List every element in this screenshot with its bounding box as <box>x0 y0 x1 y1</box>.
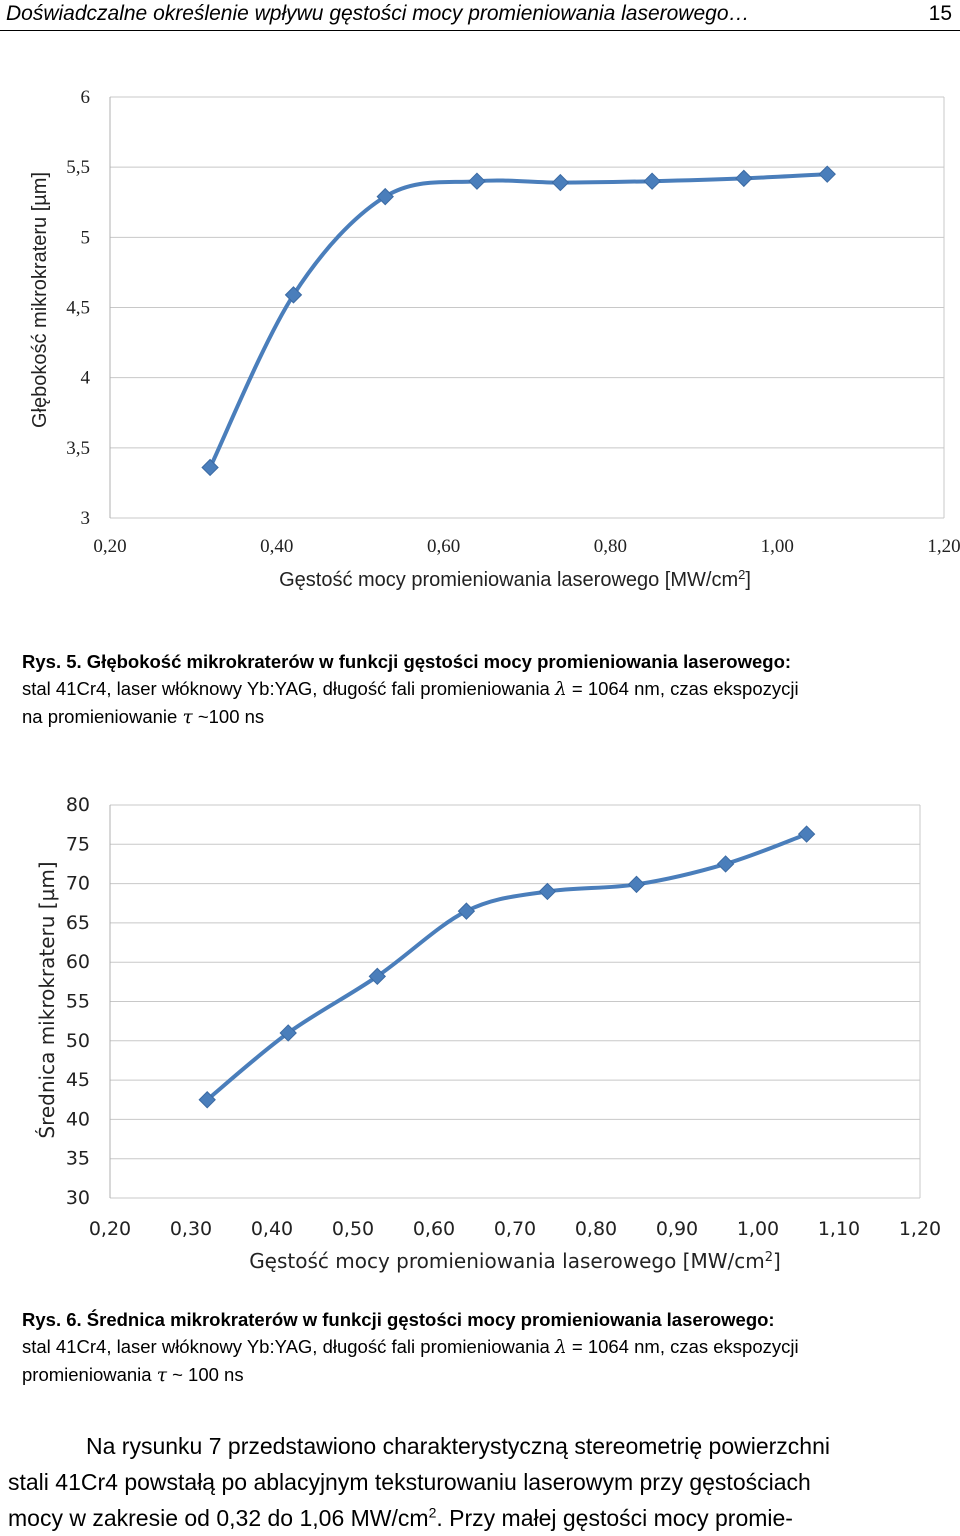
y-tick-label: 45 <box>66 1069 90 1091</box>
chart-depth: 3 3,5 4 4,5 5 5,5 6 0,20 0,40 0,60 0,80 1,00 1,20 Głę… <box>29 87 960 592</box>
caption-fig6: Rys. 6. Średnica mikrokraterów w funkcji… <box>22 1306 940 1389</box>
y-tick-label: 4 <box>81 368 91 389</box>
y-tick-label: 5,5 <box>66 157 90 178</box>
data-point-marker <box>627 875 646 894</box>
y-axis-title: Średnica mikrokrateru [µm] <box>35 861 59 1138</box>
y-tick-label: 5 <box>81 227 91 248</box>
caption-title: Głębokość mikrokraterów w funkcji gęstoś… <box>86 651 792 672</box>
caption-text: promieniowania <box>22 1364 152 1385</box>
x-tick-label: 0,20 <box>93 536 126 557</box>
y-tick-label: 30 <box>66 1187 90 1209</box>
data-point-marker <box>468 172 486 190</box>
data-point-marker <box>735 169 753 188</box>
paragraph-line: stali 41Cr4 powstałą po ablacyjnym tekst… <box>8 1469 811 1495</box>
data-point-marker <box>201 458 219 477</box>
y-tick-label: 75 <box>66 833 90 855</box>
series-line <box>208 172 830 470</box>
x-tick-label: 0,60 <box>413 1218 455 1240</box>
paragraph-line: mocy w zakresie od 0,32 do 1,06 MW/cm <box>8 1505 429 1531</box>
y-tick-label: 40 <box>66 1108 90 1130</box>
tau-symbol: τ <box>182 707 193 728</box>
data-point-marker <box>279 1024 297 1042</box>
x-tick-label: 0,30 <box>170 1218 212 1240</box>
x-tick-label: 1,00 <box>761 536 794 557</box>
superscript: 2 <box>428 1504 437 1521</box>
y-tick-label: 65 <box>66 912 90 934</box>
data-point-marker <box>284 286 303 304</box>
x-tick-label: 0,70 <box>494 1218 536 1240</box>
data-point-marker <box>538 882 557 901</box>
x-tick-label: 0,50 <box>332 1218 374 1240</box>
caption-text: stal 41Cr4, laser włóknowy Yb:YAG, długo… <box>22 1336 550 1357</box>
data-point-marker <box>457 902 476 920</box>
page-number: 15 <box>928 2 952 25</box>
body-paragraph: Na rysunku 7 przedstawiono charakterysty… <box>8 1428 958 1536</box>
x-axis-title-end: ] <box>745 569 751 591</box>
y-tick-label: 4,5 <box>66 298 90 319</box>
x-tick-label: 1,20 <box>899 1218 941 1240</box>
x-axis-title-text: Gęstość mocy promieniowania laserowego [… <box>279 569 738 591</box>
caption-text: = 1064 nm, czas ekspozycji <box>571 678 799 699</box>
running-header: Doświadczalne określenie wpływu gęstości… <box>0 0 960 31</box>
y-tick-label: 3 <box>81 508 91 529</box>
x-tick-label: 0,40 <box>251 1218 293 1240</box>
data-point-marker <box>198 1091 216 1109</box>
x-tick-label: 1,10 <box>818 1218 860 1240</box>
caption-fig5: Rys. 5. Głębokość mikrokraterów w funkcj… <box>22 648 940 731</box>
header-rule <box>0 30 960 31</box>
data-point-marker <box>368 967 387 986</box>
caption-number: Rys. 5. <box>22 651 82 672</box>
paragraph-line: . Przy małej gęstości mocy promie- <box>436 1505 793 1531</box>
caption-text: = 1064 nm, czas ekspozycji <box>571 1336 799 1357</box>
caption-text: stal 41Cr4, laser włóknowy Yb:YAG, długo… <box>22 678 550 699</box>
caption-text: ~ 100 ns <box>172 1364 244 1385</box>
y-tick-label: 60 <box>66 951 90 973</box>
caption-number: Rys. 6. <box>22 1309 82 1330</box>
y-tick-label: 70 <box>66 873 90 895</box>
x-tick-label: 0,80 <box>575 1218 617 1240</box>
x-tick-label: 0,40 <box>260 536 293 557</box>
running-header-title: Doświadczalne określenie wpływu gęstości… <box>6 2 750 25</box>
lambda-symbol: λ <box>555 1337 567 1358</box>
x-tick-label: 1,20 <box>927 536 960 557</box>
y-tick-label: 3,5 <box>66 438 90 459</box>
data-point-marker <box>716 855 735 873</box>
caption-title: Średnica mikrokraterów w funkcji gęstośc… <box>86 1309 775 1330</box>
y-tick-label: 55 <box>66 991 90 1013</box>
paragraph-line: Na rysunku 7 przedstawiono charakterysty… <box>86 1433 830 1459</box>
data-point-marker <box>643 172 661 190</box>
y-tick-label: 80 <box>66 794 90 816</box>
caption-text: na promieniowanie <box>22 706 178 727</box>
y-tick-label: 50 <box>66 1030 90 1052</box>
x-axis-title-text: Gęstość mocy promieniowania laserowego [… <box>249 1249 765 1273</box>
data-point-marker <box>376 187 394 206</box>
x-tick-label: 0,90 <box>656 1218 698 1240</box>
x-tick-label: 0,60 <box>427 536 460 557</box>
x-axis-title-superscript: 2 <box>765 1250 773 1265</box>
chart-diameter: 30 35 40 45 50 55 60 65 70 75 80 0,20 0,30 0,40 0,50 0,… <box>35 794 941 1273</box>
x-axis-title-superscript: 2 <box>738 567 745 582</box>
x-tick-label: 0,20 <box>89 1218 131 1240</box>
lambda-symbol: λ <box>555 679 567 700</box>
data-point-marker <box>551 173 570 192</box>
data-point-marker <box>818 165 836 183</box>
x-axis-title: Gęstość mocy promieniowania laserowego [… <box>249 1249 781 1273</box>
x-tick-label: 0,80 <box>594 536 627 557</box>
data-point-marker <box>797 825 816 843</box>
y-tick-label: 35 <box>66 1148 90 1170</box>
y-tick-label: 6 <box>81 87 91 108</box>
x-axis-title-end: ] <box>773 1249 781 1273</box>
y-axis-title: Głębokość mikrokrateru [µm] <box>29 172 51 428</box>
tau-symbol: τ <box>156 1365 167 1386</box>
series-line <box>205 832 809 1102</box>
x-axis-title: Gęstość mocy promieniowania laserowego [… <box>279 567 751 592</box>
caption-text: ~100 ns <box>197 706 265 727</box>
x-tick-label: 1,00 <box>737 1218 779 1240</box>
